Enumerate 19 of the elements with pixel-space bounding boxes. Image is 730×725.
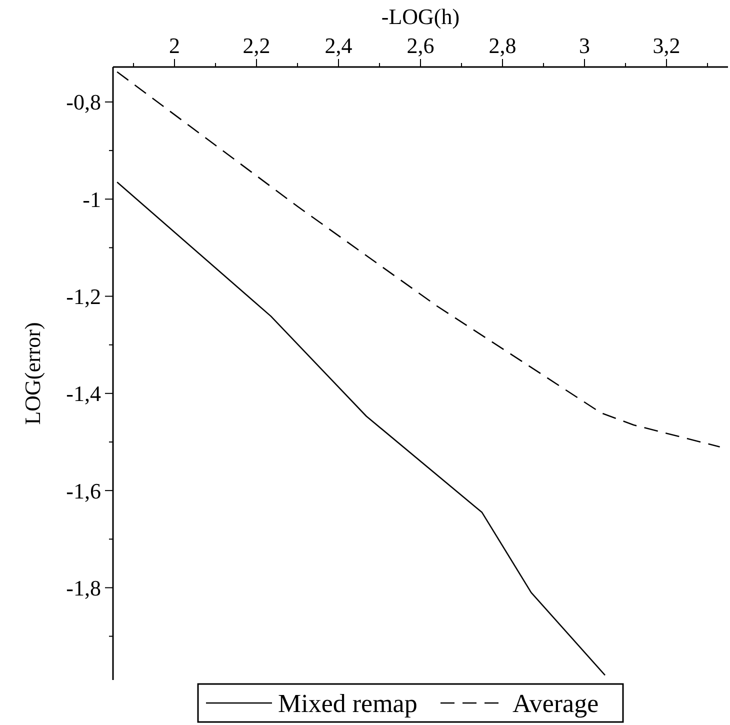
y-tick-label: -1: [82, 186, 101, 212]
legend-label: Average: [512, 689, 599, 718]
x-tick-label: 2,6: [406, 33, 434, 58]
x-tick-label: 2,8: [488, 33, 516, 58]
x-tick-label: 2,4: [324, 33, 352, 58]
line-series: [116, 181, 606, 676]
x-tick-label: 2: [169, 33, 180, 58]
line-series: [116, 71, 720, 448]
y-tick-label: -1,4: [66, 381, 101, 406]
y-tick-label: -1,6: [66, 478, 101, 504]
y-tick-label: -0,8: [66, 90, 101, 115]
x-tick-label: 3,2: [652, 33, 680, 58]
x-tick-label: 2,2: [242, 33, 270, 58]
x-tick-label: 3: [579, 33, 590, 58]
legend-label: Mixed remap: [278, 689, 418, 718]
y-tick-label: -1,2: [66, 284, 101, 309]
y-tick-label: -1,8: [66, 575, 101, 600]
x-axis-title: -LOG(h): [381, 4, 460, 29]
y-axis-title: LOG(error): [20, 322, 45, 425]
